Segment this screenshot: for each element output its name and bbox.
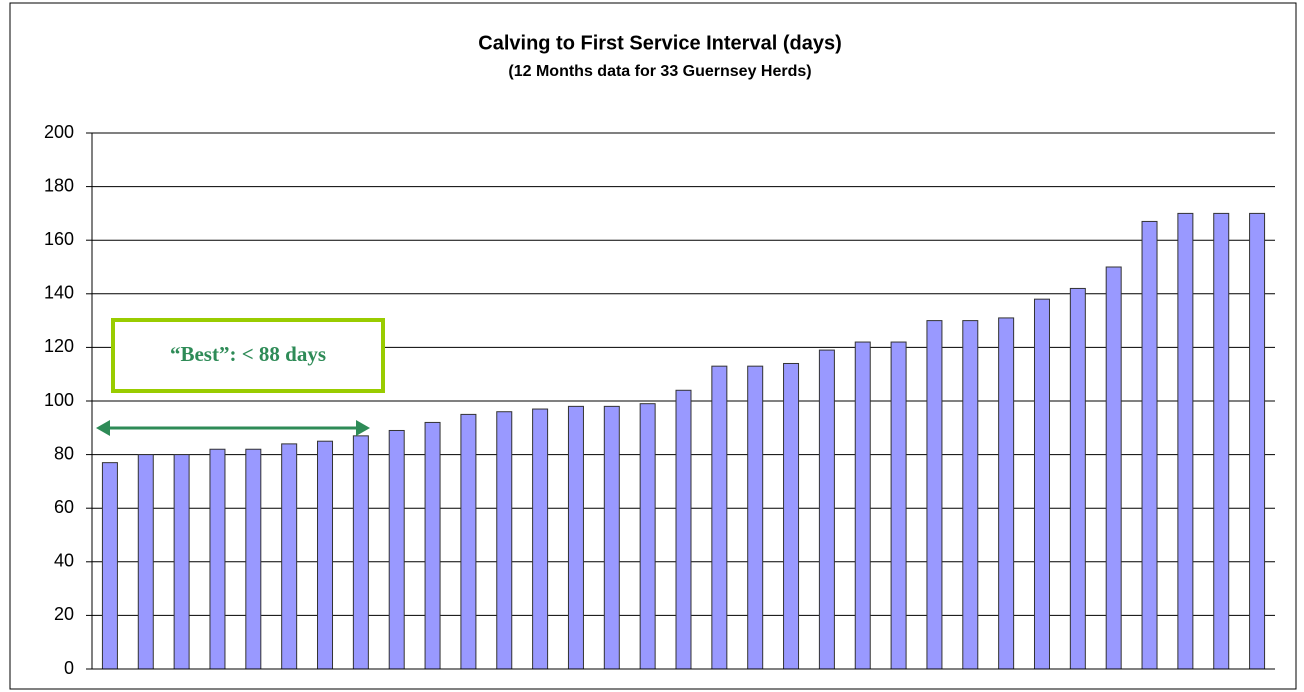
y-tick-label: 40 xyxy=(54,551,74,571)
annotation-text: “Best”: < 88 days xyxy=(170,342,326,366)
bar xyxy=(281,443,298,670)
bar xyxy=(567,405,584,670)
y-tick-label: 180 xyxy=(44,175,74,195)
bar xyxy=(1069,287,1086,670)
bar xyxy=(1141,220,1158,670)
bar xyxy=(1033,298,1050,670)
y-tick-label: 100 xyxy=(44,390,74,410)
bar xyxy=(460,413,477,670)
bar xyxy=(101,462,118,670)
y-tick-label: 120 xyxy=(44,336,74,356)
bar xyxy=(603,405,620,670)
bar xyxy=(209,448,226,670)
bar xyxy=(962,320,979,670)
bar xyxy=(711,365,728,670)
bar xyxy=(496,411,513,670)
bar xyxy=(675,389,692,670)
bar xyxy=(137,454,154,670)
bar xyxy=(639,403,656,670)
y-tick-label: 80 xyxy=(54,443,74,463)
y-tick-label: 20 xyxy=(54,604,74,624)
bar xyxy=(245,448,262,670)
arrow-head xyxy=(96,420,110,436)
bar xyxy=(1213,212,1230,670)
bar xyxy=(173,454,190,670)
bar xyxy=(1177,212,1194,670)
bar xyxy=(854,341,871,670)
annotation-box xyxy=(111,318,385,393)
bar xyxy=(1105,266,1122,670)
bar xyxy=(890,341,907,670)
y-tick-label: 160 xyxy=(44,229,74,249)
y-tick-label: 0 xyxy=(64,658,74,678)
bar xyxy=(388,429,405,670)
y-tick-label: 60 xyxy=(54,497,74,517)
bar xyxy=(424,421,441,670)
bar xyxy=(317,440,334,670)
bar xyxy=(783,362,800,670)
bar xyxy=(926,320,943,670)
chart-subtitle: (12 Months data for 33 Guernsey Herds) xyxy=(508,63,811,80)
y-tick-label: 200 xyxy=(44,122,74,142)
y-tick-label: 140 xyxy=(44,283,74,303)
bar xyxy=(1249,212,1266,670)
chart-title: Calving to First Service Interval (days) xyxy=(478,32,841,54)
bar xyxy=(818,349,835,670)
bar xyxy=(998,317,1015,670)
bar xyxy=(532,408,549,670)
bar xyxy=(352,435,369,670)
arrow-head xyxy=(356,420,370,436)
bar xyxy=(747,365,764,670)
